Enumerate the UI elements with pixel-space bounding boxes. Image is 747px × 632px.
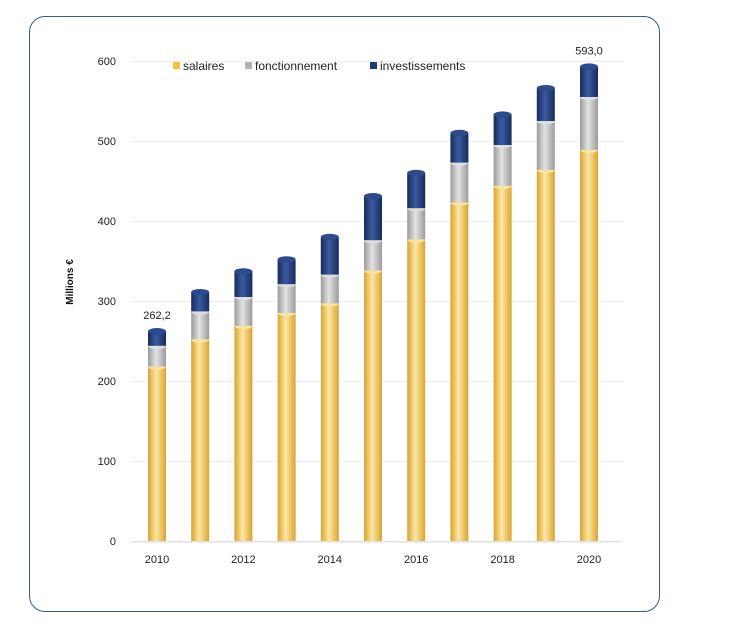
x-tick-label: 2012 [231, 554, 255, 566]
legend-swatch-salaires [173, 62, 180, 69]
bar-fonctionnement-2017 [450, 162, 469, 203]
bar-salaires-2016 [407, 239, 426, 541]
x-tick-label: 2020 [577, 554, 601, 566]
bar-investissements-2014 [320, 237, 339, 275]
bar-cap-investissements-2010 [148, 328, 166, 335]
bar-fonctionnement-2016 [407, 208, 426, 240]
y-tick-label: 200 [98, 376, 116, 388]
bar-salaires-2012 [234, 325, 253, 541]
bar-fonctionnement-2018 [493, 145, 512, 186]
bar-fonctionnement-2010 [148, 345, 166, 367]
bar-stack-2016 [407, 169, 426, 541]
x-tick-label: 2018 [490, 554, 514, 566]
bar-investissements-2013 [277, 259, 296, 285]
y-tick-label: 500 [98, 136, 116, 148]
bar-stack-2018 [493, 111, 512, 542]
data-label-2010: 262,2 [143, 310, 171, 322]
bar-cap-investissements-2016 [407, 169, 426, 177]
bar-stack-2010 [148, 328, 166, 541]
bar-investissements-2017 [450, 133, 469, 163]
bar-investissements-2012 [234, 271, 253, 297]
bar-cap-investissements-2013 [277, 256, 296, 263]
bar-salaires-2014 [320, 303, 339, 541]
bar-fonctionnement-2012 [234, 297, 253, 326]
y-tick-label: 600 [98, 56, 116, 68]
bar-fonctionnement-2020 [580, 97, 598, 150]
bar-stack-2012 [234, 268, 253, 541]
bar-fonctionnement-2011 [191, 311, 210, 340]
bar-stack-2019 [536, 85, 555, 542]
data-label-2020: 593,0 [575, 46, 603, 58]
bar-stack-2015 [364, 193, 382, 541]
bar-fonctionnement-2013 [277, 284, 296, 313]
bar-cap-investissements-2019 [536, 85, 555, 92]
bar-salaires-2019 [536, 169, 555, 542]
bars [148, 63, 598, 542]
bar-stack-2017 [450, 129, 469, 541]
data-labels: 262,2 593,0 [143, 46, 603, 323]
legend-label-salaires: salaires [183, 59, 224, 73]
y-axis: 0 100 200 300 400 500 600 [98, 56, 116, 548]
bar-fonctionnement-2015 [364, 240, 382, 271]
y-tick-label: 400 [98, 216, 116, 228]
x-axis: 2010 2012 2014 2016 2018 2020 [145, 554, 601, 566]
legend: salaires fonctionnement investissements [173, 59, 465, 73]
bar-salaires-2010 [148, 366, 166, 541]
bar-salaires-2013 [277, 313, 296, 541]
bar-investissements-2020 [580, 66, 598, 97]
y-axis-label: Millions € [65, 259, 76, 305]
bar-cap-investissements-2011 [191, 289, 210, 296]
bar-stack-2011 [191, 289, 210, 541]
bar-cap-investissements-2018 [493, 111, 512, 118]
bar-cap-investissements-2017 [450, 129, 469, 137]
x-tick-label: 2010 [145, 554, 169, 566]
bar-cap-investissements-2020 [580, 63, 598, 70]
bar-fonctionnement-2014 [320, 274, 339, 304]
x-tick-label: 2014 [318, 554, 342, 566]
x-tick-label: 2016 [404, 554, 428, 566]
chart-frame [29, 16, 660, 612]
bar-stack-2020 [580, 63, 598, 542]
bar-cap-investissements-2015 [364, 193, 382, 200]
legend-label-investissements: investissements [380, 59, 465, 73]
bar-cap-investissements-2012 [234, 268, 253, 275]
bar-investissements-2010 [148, 331, 166, 346]
bar-fonctionnement-2019 [536, 121, 555, 170]
bar-cap-investissements-2014 [320, 233, 339, 241]
y-tick-label: 300 [98, 296, 116, 308]
bar-salaires-2018 [493, 185, 512, 542]
bar-investissements-2015 [364, 196, 382, 241]
y-tick-label: 0 [110, 536, 116, 548]
legend-label-fonctionnement: fonctionnement [255, 59, 338, 73]
bar-investissements-2019 [536, 88, 555, 121]
bar-salaires-2020 [580, 149, 598, 542]
bar-stack-2013 [277, 256, 296, 541]
y-tick-label: 100 [98, 456, 116, 468]
bar-investissements-2011 [191, 292, 210, 312]
legend-swatch-fonctionnement [245, 62, 252, 69]
bar-stack-2014 [320, 233, 339, 541]
bar-investissements-2018 [493, 114, 512, 145]
bar-investissements-2016 [407, 173, 426, 209]
bar-salaires-2015 [364, 270, 382, 541]
bar-salaires-2017 [450, 202, 469, 541]
legend-swatch-investissements [370, 62, 377, 69]
bar-salaires-2011 [191, 339, 210, 541]
